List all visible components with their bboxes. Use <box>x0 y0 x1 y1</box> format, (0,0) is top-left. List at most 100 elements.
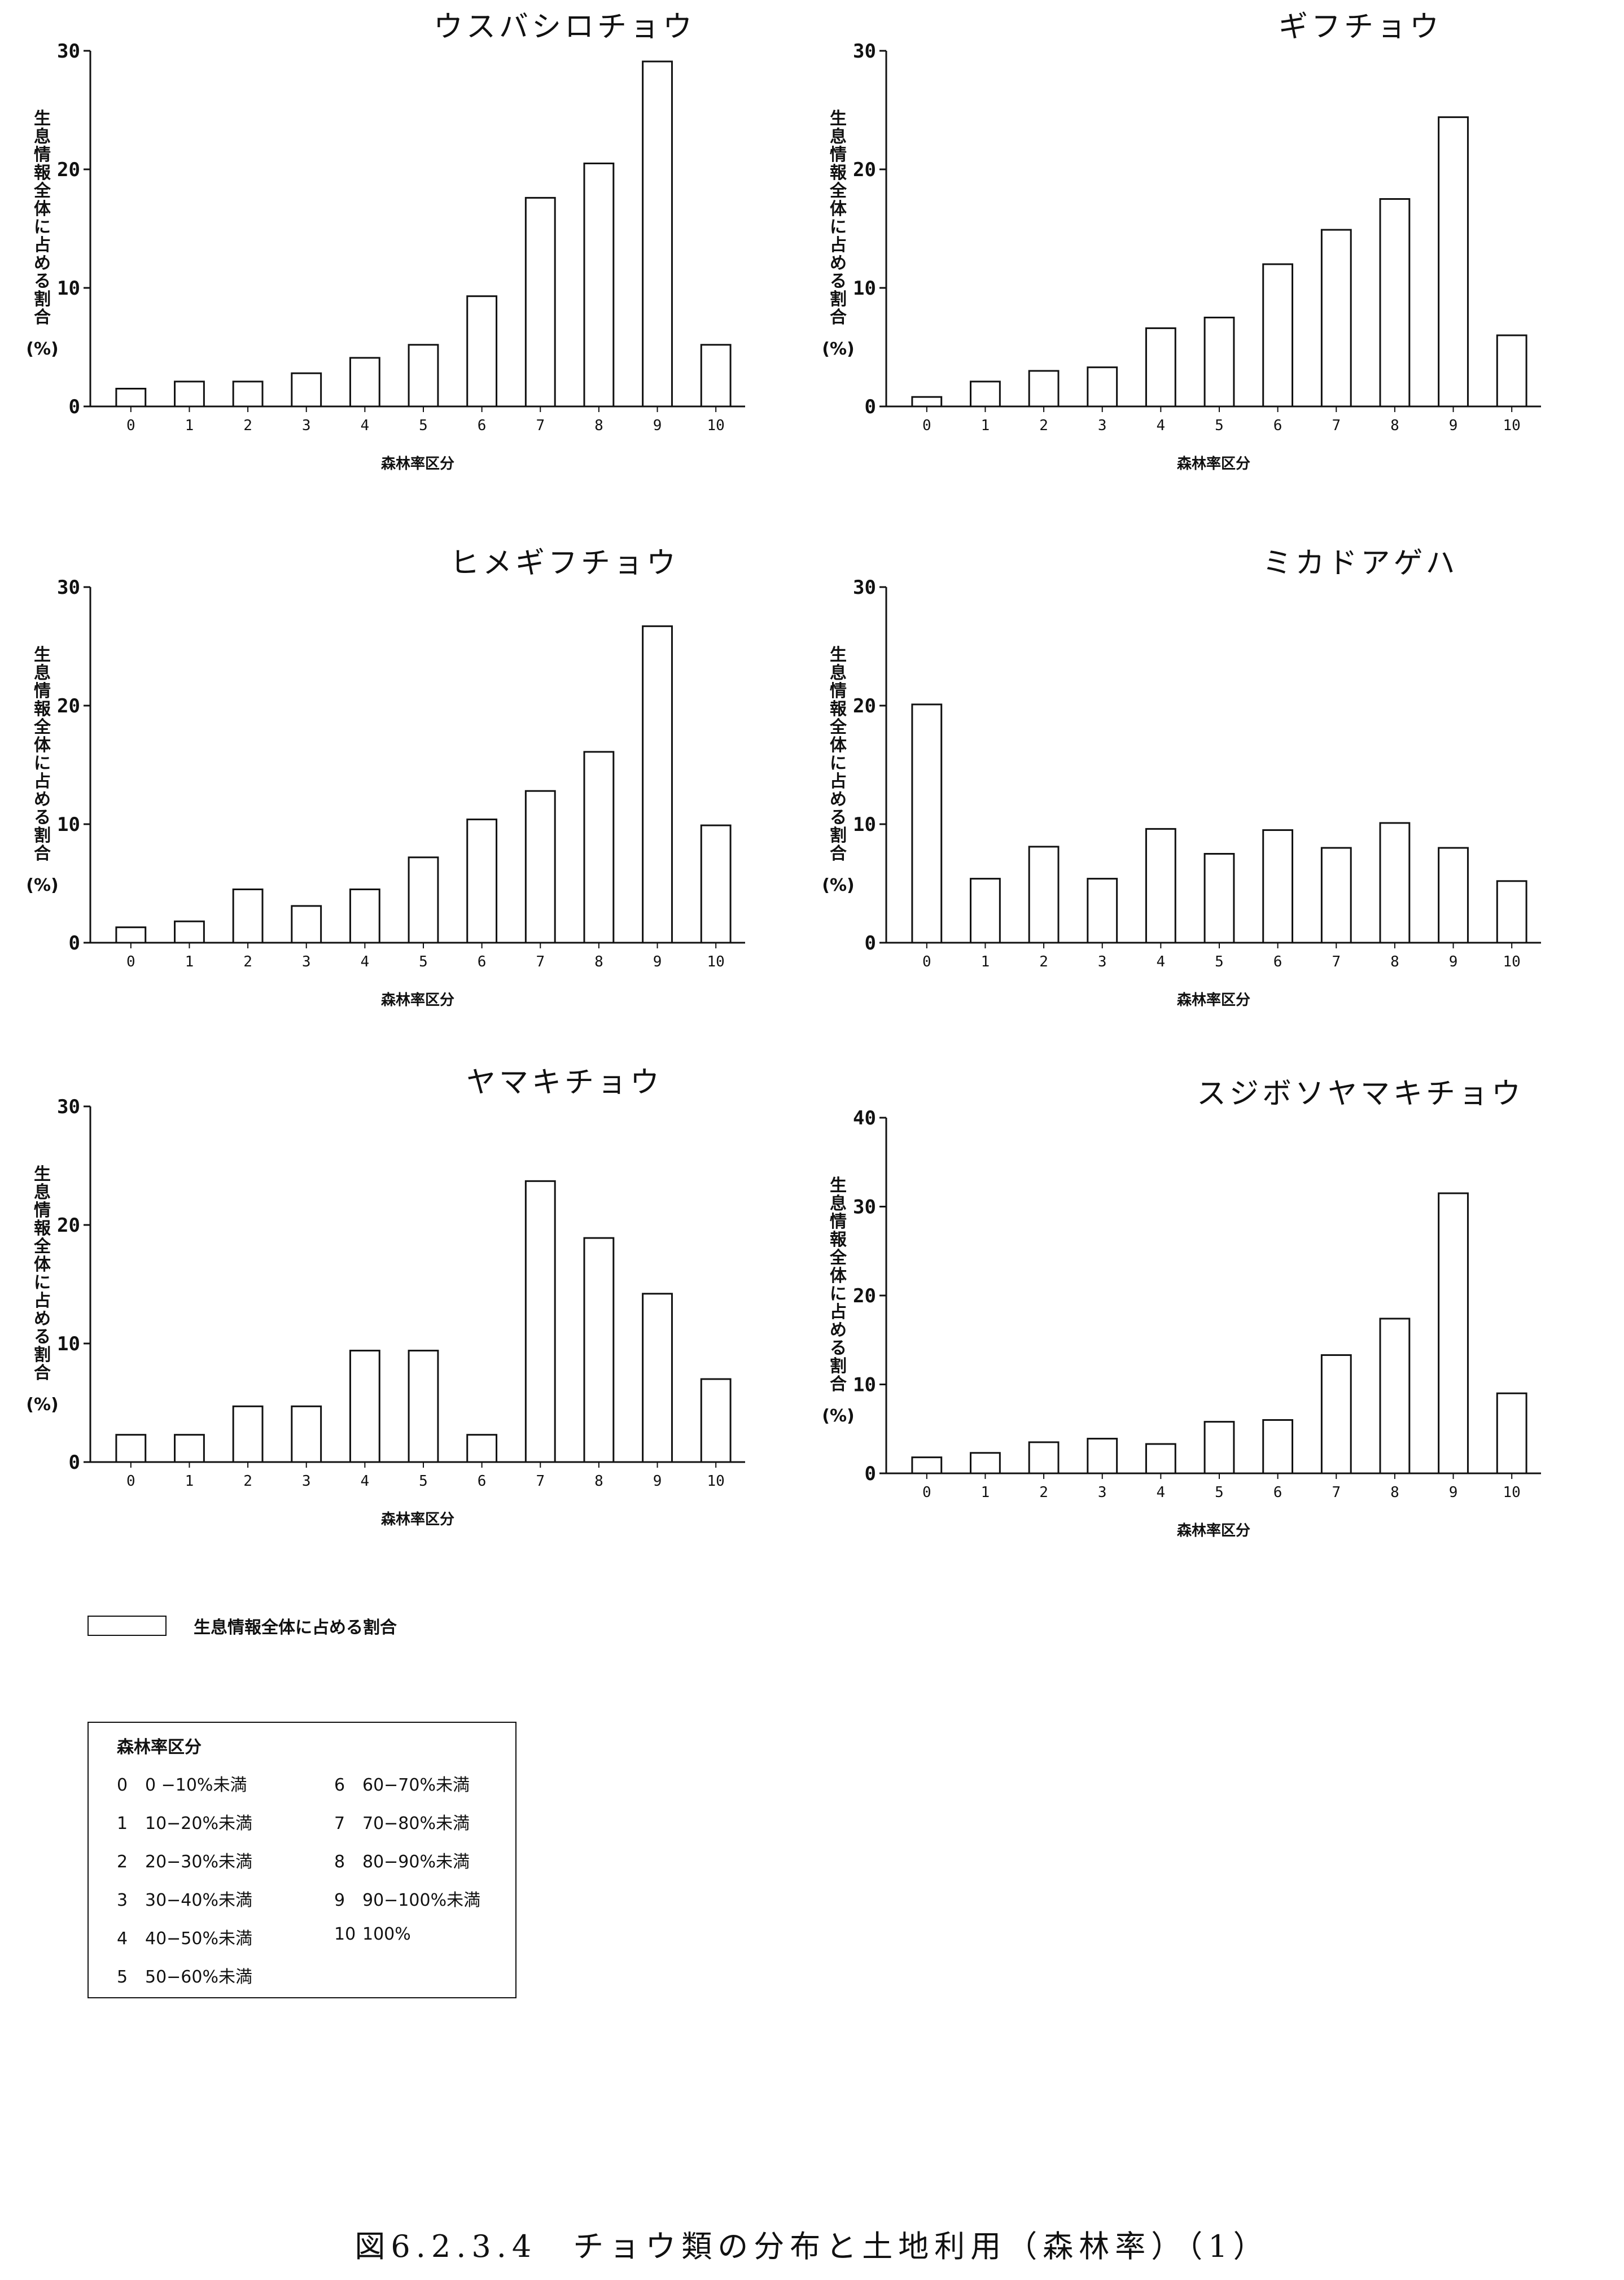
category-item: 2 20−30%未満 <box>117 1848 252 1872</box>
category-item: 7 70−80%未満 <box>334 1809 470 1834</box>
bar <box>291 1405 322 1463</box>
x-tick-label: 9 <box>1449 953 1458 970</box>
category-num: 1 <box>117 1814 128 1833</box>
chart-svg: スジボソヤマキチョウ 0 10 20 30 40 生息情報全体に占める割合 (%) 0 1 2 3 4 5… <box>822 1077 1541 1539</box>
bar <box>1496 1392 1527 1474</box>
x-tick-label: 0 <box>922 1484 931 1501</box>
y-tick-label: 20 <box>853 1285 876 1307</box>
x-tick-label: 3 <box>1098 417 1107 434</box>
x-tick-label: 6 <box>478 953 487 970</box>
y-tick-label: 10 <box>853 813 876 836</box>
y-axis-label-char: 情 <box>830 1212 847 1232</box>
chart-title: ミカドアゲハ <box>1263 546 1459 580</box>
y-tick-label: 30 <box>57 1096 80 1118</box>
x-axis-label: 森林率区分 <box>1177 455 1250 472</box>
bar <box>642 1293 673 1463</box>
bar <box>1087 366 1118 408</box>
y-axis-label-char: 息 <box>34 127 51 147</box>
y-tick-label: 40 <box>853 1107 876 1130</box>
y-axis-label-char: る <box>830 272 847 291</box>
x-tick-label: 9 <box>1449 417 1458 434</box>
y-axis-label-char: 報 <box>34 1219 51 1239</box>
x-tick-label: 3 <box>302 953 311 970</box>
chart-sujibosoyamakichou: スジボソヤマキチョウ 0 10 20 30 40 生息情報全体に占める割合 (%) 0 1 2 3 4 5… <box>813 1073 1547 1569</box>
x-tick-label: 7 <box>536 953 545 970</box>
x-tick-label: 9 <box>653 417 662 434</box>
y-tick-label: 30 <box>853 40 876 63</box>
x-tick-label: 6 <box>1273 417 1282 434</box>
category-item: 8 80−90%未満 <box>334 1848 470 1872</box>
bar <box>1496 334 1527 408</box>
category-item: 4 40−50%未満 <box>117 1924 252 1949</box>
y-axis-label-char: 割 <box>830 290 847 309</box>
bar <box>524 790 556 944</box>
chart-svg: ミカドアゲハ 0 10 20 30 生息情報全体に占める割合 (%) 0 1 2 3 4 5 6 7 8 9 10… <box>822 546 1541 1009</box>
category-range: 20−30%未満 <box>145 1852 252 1872</box>
y-axis-label-char: に <box>830 1284 847 1304</box>
bar <box>700 824 732 944</box>
y-axis-label-char: 息 <box>34 1183 51 1202</box>
bar <box>1262 829 1294 944</box>
x-tick-label: 2 <box>243 953 252 970</box>
y-axis-label-char: 報 <box>34 699 51 719</box>
y-axis-label-char: (%) <box>26 876 58 895</box>
y-axis-label-char: 情 <box>34 1201 51 1220</box>
y-tick-label: 0 <box>69 932 80 955</box>
category-range: 30−40%未満 <box>145 1890 252 1910</box>
category-item: 5 50−60%未満 <box>117 1963 252 1988</box>
bar <box>1320 847 1352 944</box>
x-tick-label: 9 <box>653 1473 662 1490</box>
x-tick-label: 3 <box>1098 953 1107 970</box>
bar <box>642 625 673 944</box>
bar <box>1203 317 1235 408</box>
y-axis-label-char: 割 <box>34 1345 51 1365</box>
x-tick-label: 8 <box>1390 953 1399 970</box>
bar <box>466 819 498 944</box>
y-axis-label-char: 割 <box>34 290 51 309</box>
category-range: 60−70%未満 <box>362 1775 470 1795</box>
x-tick-label: 6 <box>1273 1484 1282 1501</box>
bar <box>291 905 322 944</box>
category-num: 8 <box>334 1852 345 1872</box>
bar <box>1496 880 1527 944</box>
legend-label: 生息情報全体に占める割合 <box>194 1618 397 1638</box>
bar <box>1028 370 1060 408</box>
y-tick-label: 0 <box>69 1451 80 1474</box>
y-axis-label-char: 生 <box>34 1165 51 1184</box>
bar <box>349 1350 380 1463</box>
bar <box>1379 198 1411 408</box>
y-axis-label-char: 生 <box>830 645 847 665</box>
x-tick-label: 5 <box>419 953 428 970</box>
y-axis-label-char: に <box>34 754 51 773</box>
category-num: 0 <box>117 1775 128 1795</box>
bar <box>1320 1354 1352 1474</box>
y-axis-label-char: 体 <box>34 736 51 755</box>
y-axis-label: 生息情報全体に占める割合 (%) <box>26 109 58 359</box>
y-axis-label-char: 合 <box>34 1363 51 1383</box>
category-range: 90−100%未満 <box>362 1890 481 1910</box>
x-tick-label: 0 <box>126 1473 135 1490</box>
x-tick-label: 4 <box>1157 1484 1166 1501</box>
bar <box>1145 327 1176 408</box>
y-axis-label-char: 占 <box>34 1291 51 1311</box>
x-tick-label: 4 <box>1157 953 1166 970</box>
category-num: 6 <box>334 1775 345 1795</box>
x-tick-label: 7 <box>536 1473 545 1490</box>
y-axis-label-char: 全 <box>829 717 847 737</box>
bar <box>970 1452 1001 1474</box>
x-tick-label: 1 <box>981 1484 990 1501</box>
bar <box>583 751 615 944</box>
category-num: 5 <box>117 1967 128 1987</box>
legend-swatch <box>87 1616 167 1636</box>
x-tick-label: 8 <box>1390 1484 1399 1501</box>
category-range: 50−60%未満 <box>145 1967 252 1987</box>
x-tick-label: 2 <box>243 417 252 434</box>
y-tick-label: 20 <box>57 695 80 717</box>
chart-svg: ウスバシロチョウ 0 10 20 30 生息情報全体に占める割合 (%) 0 1 2 3 4 5 6 7 8 9… <box>26 10 745 472</box>
x-tick-label: 1 <box>185 1473 194 1490</box>
x-tick-label: 4 <box>361 1473 370 1490</box>
y-axis-label-char: 報 <box>34 163 51 183</box>
bar <box>911 396 943 408</box>
bar <box>642 60 673 408</box>
chart-title: スジボソヤマキチョウ <box>1197 1077 1524 1111</box>
